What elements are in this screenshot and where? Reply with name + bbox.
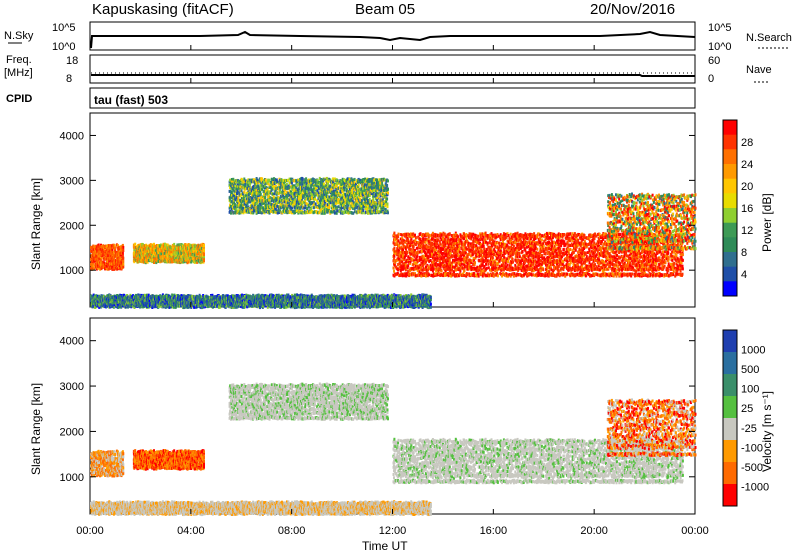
power-cell — [239, 183, 241, 186]
power-cell — [114, 247, 116, 250]
power-cell — [291, 182, 293, 185]
power-cell — [313, 206, 315, 209]
power-cell — [327, 191, 329, 194]
power-cell — [319, 201, 321, 204]
power-cell — [122, 260, 124, 263]
power-cell — [287, 179, 289, 182]
rti-figure: Kapuskasing (fitACF) Beam 05 20/Nov/2016… — [0, 0, 800, 554]
power-cell — [256, 192, 258, 195]
power-cell — [311, 206, 313, 209]
power-cell — [240, 185, 242, 188]
nave-tick-top: 60 — [708, 55, 720, 67]
nave-tick-bottom: 0 — [708, 73, 714, 85]
power-cell — [336, 212, 338, 215]
freq-label-2: [MHz] — [4, 67, 33, 79]
power-cell — [337, 201, 339, 204]
power-cell — [232, 178, 234, 181]
freq-tick-top: 18 — [66, 55, 78, 67]
freq-trace — [91, 75, 695, 76]
power-cell — [260, 193, 262, 196]
power-cell — [261, 202, 263, 205]
nsearch-label: N.Search — [746, 32, 792, 44]
power-cell — [122, 254, 124, 257]
cpid-label: CPID — [6, 93, 32, 105]
power-cell — [134, 243, 136, 246]
cpid-row: CPID tau (fast) 503 — [6, 88, 695, 108]
power-cell — [287, 202, 289, 205]
cpid-text: tau (fast) 503 — [94, 93, 168, 107]
power-cell — [271, 178, 273, 181]
power-cell — [336, 209, 338, 212]
date-title: 20/Nov/2016 — [590, 1, 675, 18]
power-cell — [289, 186, 291, 189]
beam-title: Beam 05 — [355, 1, 415, 18]
nsky-tick-top: 10^5 — [52, 22, 76, 34]
nsky-strip: N.Sky 10^5 10^0 10^5 10^0 N.Search — [4, 22, 792, 53]
power-cell — [261, 177, 263, 180]
power-cell — [122, 249, 124, 252]
power-cell — [203, 253, 205, 256]
power-cell — [275, 208, 277, 211]
power-cell — [314, 198, 316, 201]
nave-label: Nave — [746, 64, 772, 76]
nsearch-tick-top: 10^5 — [708, 22, 732, 34]
power-cell — [93, 265, 95, 268]
nsky-label: N.Sky — [4, 30, 34, 42]
power-cell — [267, 188, 269, 191]
power-cell — [308, 188, 310, 191]
power-cell — [203, 249, 205, 252]
power-cell — [264, 196, 266, 199]
power-cell — [122, 257, 124, 260]
freq-label-1: Freq. — [6, 54, 32, 66]
power-cell — [98, 258, 100, 261]
power-cell — [203, 244, 205, 247]
power-cell — [329, 185, 331, 188]
power-cell — [323, 183, 325, 186]
power-cell — [317, 202, 319, 205]
power-cell — [241, 189, 243, 192]
power-cell — [294, 189, 296, 192]
power-panel — [90, 113, 697, 309]
power-cell — [122, 246, 124, 249]
power-cell — [243, 191, 245, 194]
freq-tick-bottom: 8 — [66, 73, 72, 85]
power-cell — [328, 204, 330, 207]
station-title: Kapuskasing (fitACF) — [92, 1, 234, 18]
freq-strip: Freq. [MHz] 18 8 60 0 Nave — [4, 54, 772, 85]
power-cell — [315, 202, 317, 205]
power-cell — [122, 263, 124, 266]
nsearch-tick-bottom: 10^0 — [708, 41, 732, 53]
power-cell — [338, 205, 340, 208]
power-cell — [242, 200, 244, 203]
nsky-tick-bottom: 10^0 — [52, 41, 76, 53]
